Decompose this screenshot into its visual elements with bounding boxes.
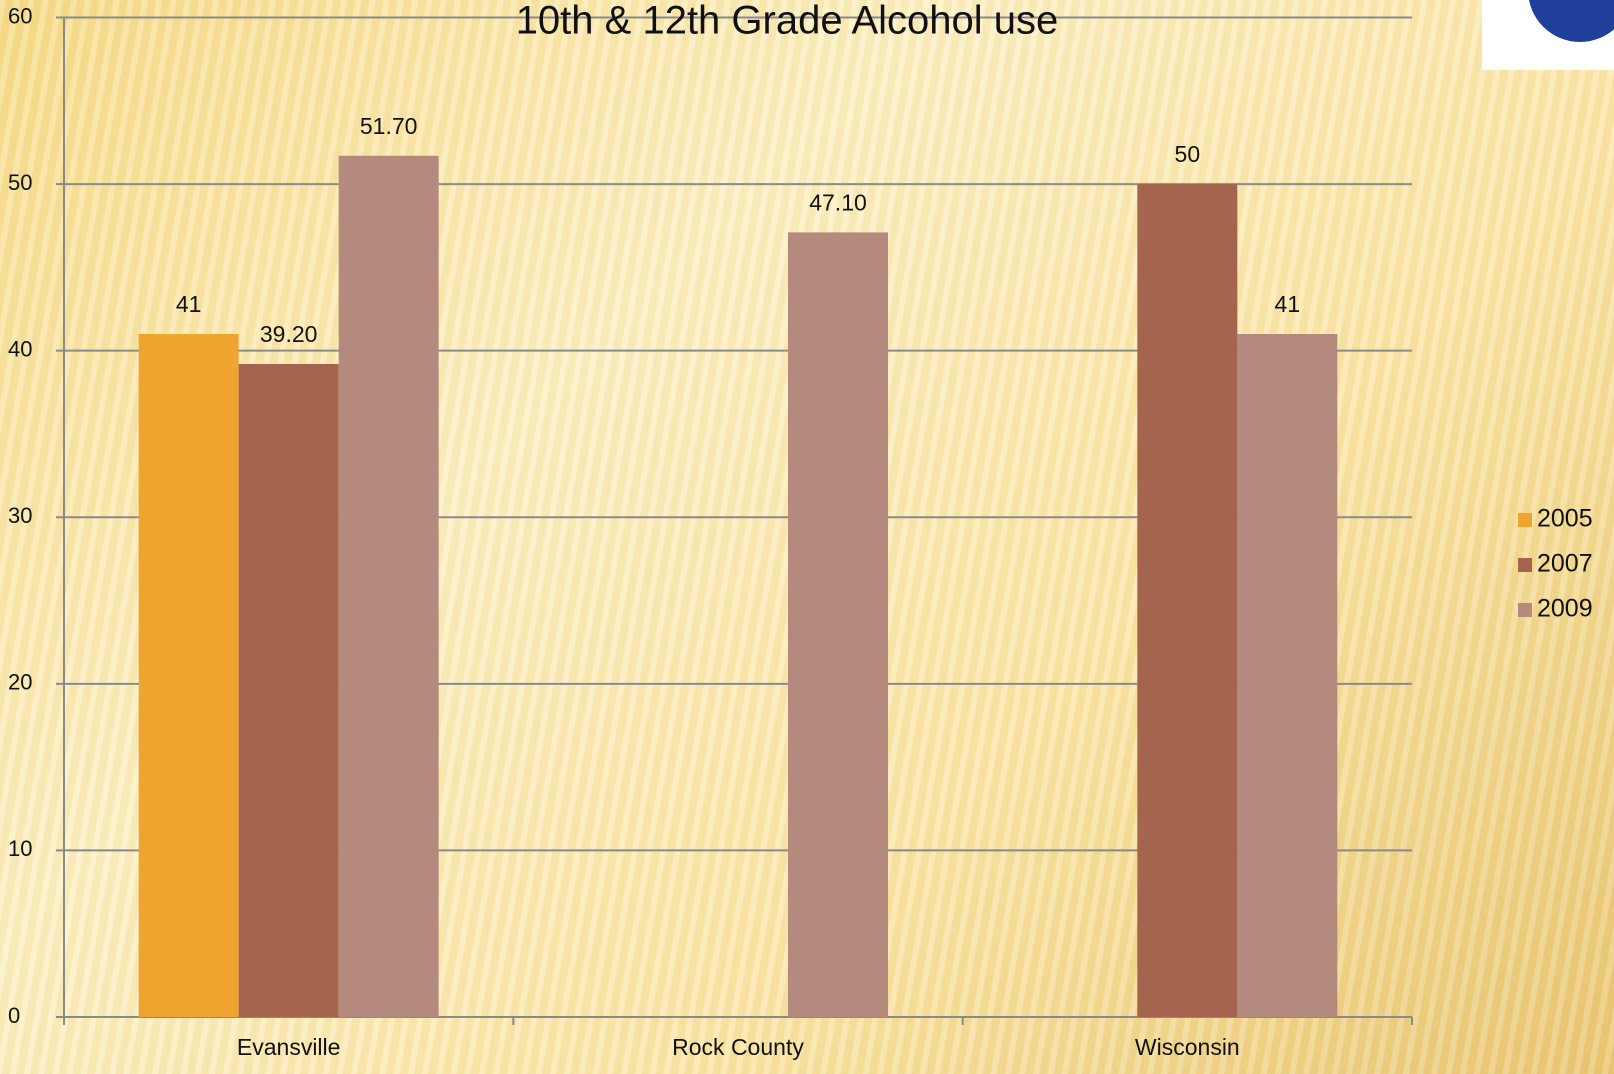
y-tick-label: 20	[8, 670, 32, 695]
legend-swatch	[1518, 513, 1532, 527]
legend-swatch	[1518, 558, 1532, 572]
legend-label: 2007	[1537, 550, 1593, 578]
data-label: 41	[1275, 291, 1301, 317]
bar	[1137, 184, 1238, 1018]
legend-label: 2005	[1537, 505, 1593, 533]
x-tick-label: Wisconsin	[1135, 1034, 1240, 1060]
logo-emblem	[1528, 0, 1614, 42]
y-tick-label: 10	[8, 836, 32, 861]
bar	[338, 155, 439, 1017]
bar	[788, 232, 888, 1017]
data-label: 51.70	[360, 113, 418, 139]
y-tick-label: 0	[8, 1003, 20, 1028]
chart-title: 10th & 12th Grade Alcohol use	[516, 0, 1059, 43]
legend-label: 2009	[1537, 595, 1593, 623]
bar	[238, 363, 339, 1017]
data-label: 50	[1175, 141, 1201, 167]
y-tick-label: 60	[8, 3, 32, 28]
bar	[138, 334, 239, 1018]
y-tick-label: 50	[8, 170, 32, 195]
y-tick-label: 30	[8, 503, 32, 528]
data-label: 47.10	[809, 189, 867, 215]
legend-swatch	[1518, 603, 1532, 617]
x-tick-label: Evansville	[237, 1034, 341, 1060]
y-tick-label: 40	[8, 336, 32, 361]
data-label: 39.20	[260, 321, 318, 347]
bar	[1237, 334, 1338, 1018]
logo	[1482, 0, 1614, 70]
x-tick-label: Rock County	[672, 1034, 804, 1060]
data-label: 41	[176, 291, 202, 317]
